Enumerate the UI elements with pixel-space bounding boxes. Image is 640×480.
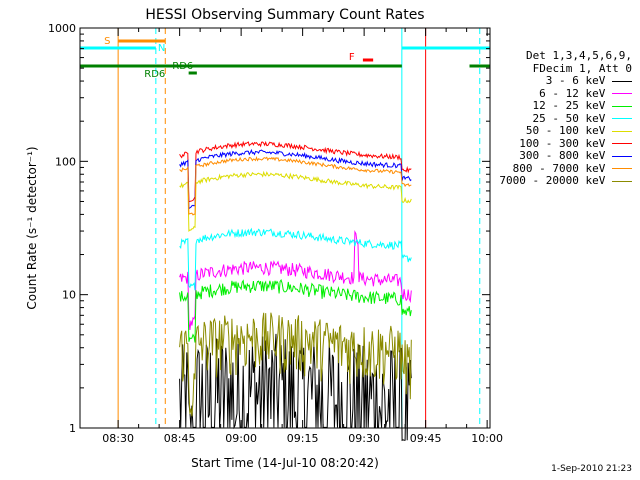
- x-tick-label: 08:45: [164, 432, 196, 445]
- chart-title: HESSI Observing Summary Count Rates: [145, 7, 424, 23]
- legend-label: 25 - 50 keV: [532, 111, 612, 125]
- legend-label: 800 - 7000 keV: [512, 161, 612, 175]
- rd6-label-lower: RD6: [144, 69, 165, 80]
- legend-entry: 7000 - 20000 keV: [472, 174, 632, 188]
- flare-flag-label: F: [349, 52, 355, 63]
- legend-swatch: [612, 168, 632, 169]
- legend-label: 50 - 100 keV: [525, 124, 612, 137]
- legend-entry: 50 - 100 keV: [472, 124, 632, 138]
- legend: Det 1,3,4,5,6,9, FDecim 1, Att 0 3 - 6 k…: [472, 49, 632, 188]
- series-line-3: [179, 227, 412, 291]
- night-flag-label: N: [158, 43, 165, 54]
- legend-entry: 3 - 6 keV: [472, 74, 632, 88]
- saa-flag-label: S: [104, 36, 110, 47]
- legend-entry: 800 - 7000 keV: [472, 161, 632, 176]
- series-line-7: [179, 155, 412, 216]
- legend-swatch: [612, 105, 632, 107]
- series-line-6: [179, 148, 412, 210]
- series-line-1: [179, 229, 412, 331]
- legend-label: 12 - 25 keV: [532, 99, 612, 112]
- x-tick-label: 09:45: [410, 432, 442, 445]
- series-line-2: [179, 279, 412, 343]
- legend-swatch: [612, 130, 632, 132]
- plot-frame: [79, 27, 491, 429]
- series-line-8: [179, 312, 412, 417]
- x-tick-label: 10:00: [471, 432, 503, 445]
- legend-swatch: [612, 143, 632, 144]
- y-tick-label: 100: [55, 155, 76, 168]
- y-axis-label: Count Rate (s⁻¹ detector⁻¹): [25, 146, 39, 309]
- series-line-5: [179, 140, 412, 203]
- series-line-4: [179, 170, 412, 233]
- legend-label: 3 - 6 keV: [545, 74, 612, 87]
- y-tick-label: 1: [69, 422, 76, 435]
- legend-header-1: Det 1,3,4,5,6,9,: [526, 49, 632, 62]
- legend-entry: 25 - 50 keV: [472, 111, 632, 126]
- rd6-label-upper: RD6: [172, 61, 193, 72]
- legend-entry: 6 - 12 keV: [472, 86, 632, 101]
- x-tick-label: 08:30: [102, 432, 134, 445]
- legend-entry: 100 - 300 keV: [472, 136, 632, 151]
- legend-swatch: [612, 155, 632, 157]
- series-line-0: [179, 333, 412, 442]
- x-tick-label: 09:00: [225, 432, 257, 445]
- legend-swatch: [612, 93, 632, 94]
- legend-swatch: [612, 80, 632, 82]
- legend-label: 6 - 12 keV: [539, 86, 612, 100]
- legend-entry: 12 - 25 keV: [472, 99, 632, 113]
- legend-label: 7000 - 20000 keV: [499, 174, 612, 187]
- x-tick-label: 09:15: [287, 432, 319, 445]
- y-tick-label: 1000: [48, 22, 76, 35]
- legend-entry: 300 - 800 keV: [472, 149, 632, 163]
- y-tick-label: 10: [62, 289, 76, 302]
- legend-header-2: FDecim 1, Att 0: [532, 61, 632, 75]
- generation-timestamp: 1-Sep-2010 21:23: [551, 464, 632, 474]
- x-axis-label: Start Time (14-Jul-10 08:20:42): [191, 456, 379, 470]
- legend-label: 300 - 800 keV: [519, 149, 612, 162]
- legend-label: 100 - 300 keV: [519, 136, 612, 150]
- legend-swatch: [612, 180, 632, 182]
- x-tick-label: 09:30: [348, 432, 380, 445]
- legend-swatch: [612, 118, 632, 119]
